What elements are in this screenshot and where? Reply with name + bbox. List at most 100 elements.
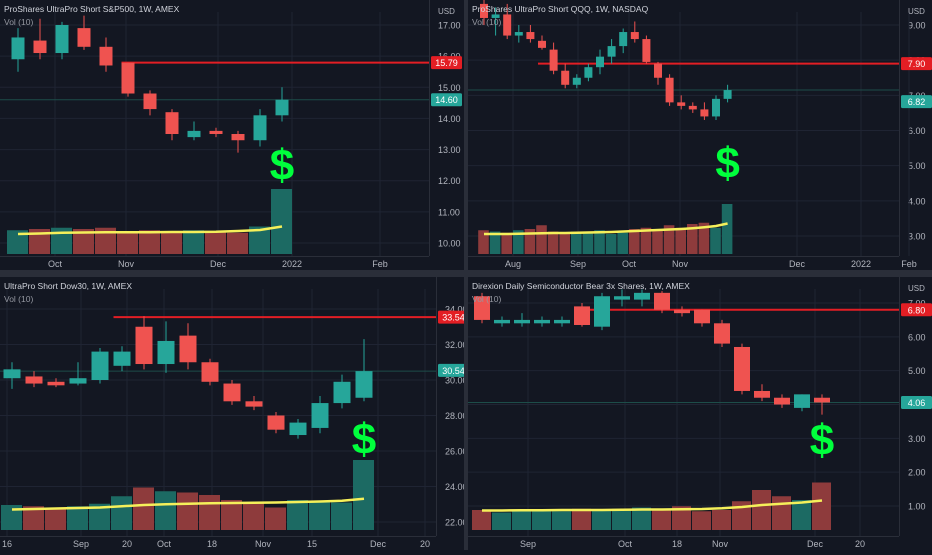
- volume-indicator-label[interactable]: Vol (10): [4, 17, 33, 27]
- x-tick-label: Dec: [807, 539, 824, 549]
- volume-bar: [265, 507, 286, 530]
- volume-indicator-label[interactable]: Vol (10): [472, 294, 501, 304]
- candle-body[interactable]: [584, 67, 593, 78]
- symbol-title[interactable]: ProShares UltraPro Short QQQ, 1W, NASDAQ: [472, 4, 649, 14]
- candle-body[interactable]: [99, 46, 113, 66]
- candle-body[interactable]: [665, 77, 674, 103]
- candle-body[interactable]: [69, 378, 87, 384]
- chart-pane-3[interactable]: 34.00 32.00 30.00 28.00 26.00 24.00 22.00 16 Sep…: [0, 277, 469, 550]
- candle-body[interactable]: [25, 376, 43, 384]
- candle-body[interactable]: [642, 39, 651, 62]
- volume-bar: [513, 230, 524, 254]
- candle-body[interactable]: [549, 49, 558, 71]
- candle-body[interactable]: [223, 383, 241, 402]
- candle-body[interactable]: [526, 32, 535, 40]
- x-tick-label: Feb: [901, 259, 917, 269]
- candle-body[interactable]: [607, 46, 616, 57]
- x-tick-label: Nov: [255, 539, 272, 549]
- candle-body[interactable]: [157, 340, 175, 365]
- chart-pane-1[interactable]: 17.0016.0015.0014.0013.0012.0011.0010.00…: [0, 0, 464, 270]
- y-tick-label: 13.00: [438, 145, 461, 155]
- candle-body[interactable]: [77, 28, 91, 47]
- candle-body[interactable]: [677, 102, 686, 106]
- candle-body[interactable]: [275, 99, 289, 116]
- candle-body[interactable]: [630, 32, 639, 40]
- candle-body[interactable]: [554, 319, 570, 324]
- candle-body[interactable]: [723, 90, 732, 99]
- candle-body[interactable]: [503, 14, 512, 36]
- candle-body[interactable]: [794, 394, 810, 408]
- candle-body[interactable]: [514, 319, 530, 324]
- candle-body[interactable]: [245, 401, 263, 407]
- symbol-title[interactable]: ProShares UltraPro Short S&P500, 1W, AME…: [4, 4, 180, 14]
- candle-body[interactable]: [333, 381, 351, 404]
- candle-body[interactable]: [491, 14, 500, 18]
- candle-body[interactable]: [619, 32, 628, 47]
- chart-pane-4[interactable]: 7.006.005.004.003.002.001.00SepOct18NovD…: [468, 277, 932, 550]
- chart-pane-2[interactable]: 9.008.007.006.005.004.003.00AugSepOctNov…: [468, 0, 932, 270]
- candle-body[interactable]: [614, 296, 630, 300]
- candle-body[interactable]: [714, 323, 730, 344]
- candle-body[interactable]: [594, 296, 610, 327]
- candle-body[interactable]: [201, 362, 219, 382]
- volume-indicator-label[interactable]: Vol (10): [472, 17, 501, 27]
- candle-body[interactable]: [754, 390, 770, 398]
- candle-body[interactable]: [143, 93, 157, 110]
- candle-body[interactable]: [187, 130, 201, 138]
- candle-body[interactable]: [474, 296, 490, 320]
- candle-body[interactable]: [231, 134, 245, 141]
- candle-body[interactable]: [3, 369, 21, 379]
- symbol-title[interactable]: UltraPro Short Dow30, 1W, AMEX: [4, 281, 132, 291]
- candle-body[interactable]: [253, 115, 267, 141]
- candle-body[interactable]: [694, 309, 710, 324]
- candle-body[interactable]: [712, 98, 720, 117]
- volume-bar: [812, 482, 831, 530]
- candle-body[interactable]: [634, 292, 650, 300]
- candle-body[interactable]: [774, 397, 790, 405]
- horizontal-pane-divider[interactable]: [0, 270, 932, 277]
- candle-body[interactable]: [514, 32, 523, 36]
- candle-body[interactable]: [135, 326, 153, 365]
- volume-bar: [712, 510, 731, 530]
- candle-body[interactable]: [355, 371, 373, 398]
- volume-bar: [161, 231, 182, 254]
- candle-body[interactable]: [561, 70, 570, 85]
- volume-bar: [23, 506, 44, 530]
- candle-body[interactable]: [209, 130, 223, 134]
- symbol-title[interactable]: Direxion Daily Semiconductor Bear 3x Sha…: [472, 281, 690, 291]
- candle-body[interactable]: [267, 415, 285, 430]
- candle-body[interactable]: [688, 105, 697, 110]
- candle-body[interactable]: [33, 40, 47, 54]
- candle-body[interactable]: [47, 381, 65, 386]
- candle-body[interactable]: [179, 335, 197, 363]
- candle-body[interactable]: [480, 3, 488, 18]
- candle-body[interactable]: [538, 40, 546, 48]
- candle-body[interactable]: [574, 306, 590, 325]
- y-tick-label: 12.00: [438, 176, 461, 186]
- candle-body[interactable]: [814, 397, 830, 403]
- candle-body[interactable]: [165, 112, 179, 134]
- candle-body[interactable]: [734, 346, 750, 391]
- candle-body[interactable]: [91, 351, 109, 380]
- volume-bar: [492, 512, 511, 530]
- candle-body[interactable]: [55, 25, 69, 54]
- x-tick-label: Dec: [210, 259, 227, 269]
- volume-bar: [792, 500, 811, 530]
- candle-body[interactable]: [572, 77, 581, 85]
- candle-body[interactable]: [494, 319, 510, 324]
- candle-body[interactable]: [700, 109, 709, 117]
- volume-indicator-label[interactable]: Vol (10): [4, 294, 33, 304]
- candle-body[interactable]: [674, 309, 690, 314]
- candle-body[interactable]: [311, 403, 329, 428]
- candle-body[interactable]: [654, 292, 670, 310]
- volume-bar: [7, 230, 28, 254]
- candle-body[interactable]: [121, 62, 135, 94]
- volume-bar: [629, 229, 640, 254]
- candle-body[interactable]: [289, 422, 307, 436]
- candle-body[interactable]: [113, 351, 131, 366]
- candle-body[interactable]: [11, 37, 25, 60]
- candle-body[interactable]: [654, 63, 662, 78]
- candle-body[interactable]: [596, 56, 604, 68]
- candle-body[interactable]: [534, 319, 550, 324]
